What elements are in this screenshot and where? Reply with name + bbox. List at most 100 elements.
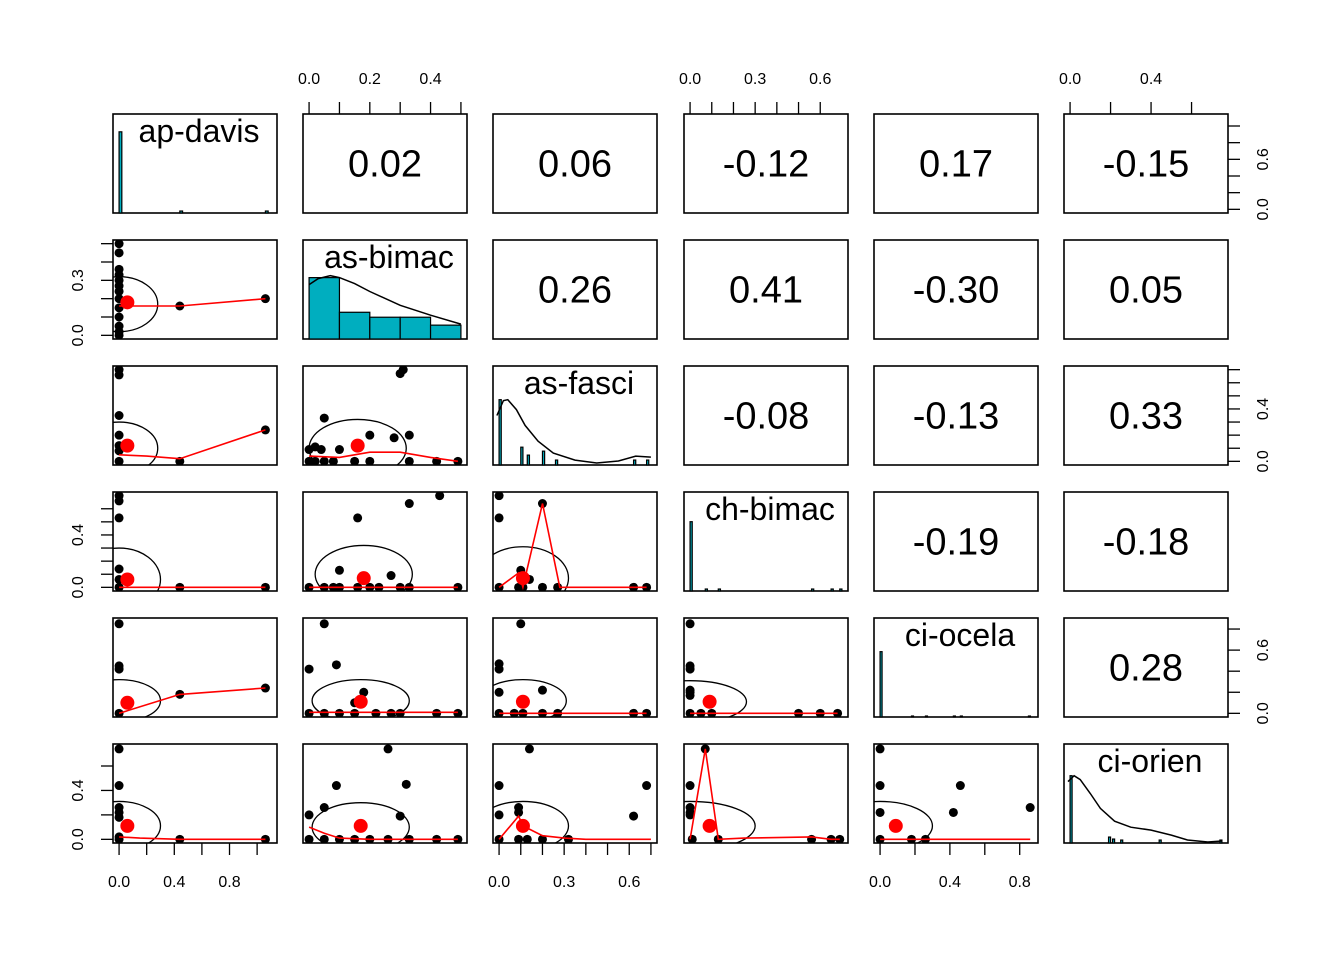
tick-label: 0.0 xyxy=(298,71,320,88)
correlation-ellipse xyxy=(113,800,162,843)
scatter-panel-ci-ocela-vs-ci-orien xyxy=(874,744,1035,843)
loess-smooth-line xyxy=(498,503,647,591)
histogram-bar xyxy=(308,277,341,340)
data-point xyxy=(114,513,124,523)
data-point xyxy=(114,286,124,296)
data-point xyxy=(685,619,695,629)
variable-label: ap-davis xyxy=(139,113,260,149)
loess-smooth-line xyxy=(119,297,266,307)
scatter-panel-ap-davis-vs-as-bimac xyxy=(113,240,270,339)
data-point xyxy=(260,425,270,435)
correlation-label: -0.19 xyxy=(913,522,1000,564)
tick-label: 0.0 xyxy=(1255,198,1272,220)
data-point xyxy=(331,781,341,791)
data-point xyxy=(114,834,124,843)
data-point xyxy=(114,744,124,754)
tick-label: 0.0 xyxy=(1255,702,1272,724)
data-point xyxy=(383,744,393,754)
correlation-ellipse xyxy=(113,421,159,465)
data-point xyxy=(304,810,314,820)
histogram-bar xyxy=(689,521,693,592)
tick-label: 0.4 xyxy=(1255,398,1272,420)
data-point xyxy=(114,240,124,249)
right-axis-row-4: 0.0 0.6 xyxy=(1228,628,1272,724)
loess-smooth-line xyxy=(309,451,459,463)
panel-frame-r0-c5 xyxy=(1063,113,1229,214)
data-point xyxy=(114,781,124,791)
mean-point xyxy=(888,818,903,833)
data-point xyxy=(114,456,124,465)
data-point xyxy=(395,708,405,717)
histogram-bar xyxy=(338,311,371,340)
data-point xyxy=(350,708,360,717)
histogram-bar xyxy=(399,316,432,340)
panel-frame-r4-c4 xyxy=(873,617,1039,718)
data-point xyxy=(114,582,124,591)
tick-label: 0.0 xyxy=(70,828,87,850)
panel-frame-r2-c3 xyxy=(683,365,849,466)
data-point xyxy=(514,803,524,813)
data-point xyxy=(432,708,442,717)
density-curve xyxy=(308,274,462,325)
data-point xyxy=(353,513,363,523)
right-axis-row-2: 0.0 0.4 xyxy=(1228,369,1272,472)
data-point xyxy=(334,565,344,575)
variable-label: as-fasci xyxy=(524,365,634,401)
panel-frame-r3-c0 xyxy=(112,491,278,592)
variable-label: ch-bimac xyxy=(705,491,835,527)
correlation-ellipse xyxy=(314,544,413,591)
data-point xyxy=(316,445,326,455)
panel-frame-r0-c0 xyxy=(112,113,278,214)
left-axis-row-3: 0.0 0.4 xyxy=(70,508,113,598)
data-point xyxy=(304,664,314,674)
data-point xyxy=(494,513,504,523)
tick-label: 0.4 xyxy=(419,71,441,88)
data-point xyxy=(687,834,697,843)
histogram-bar xyxy=(264,210,269,214)
panel-frame-r1-c3 xyxy=(683,239,849,340)
panel-frame-r5-c4 xyxy=(873,743,1039,844)
left-axis-row-1: 0.0 0.3 xyxy=(70,243,113,346)
variable-label: ci-ocela xyxy=(905,617,1015,653)
panel-frame-r3-c4 xyxy=(873,491,1039,592)
data-point xyxy=(642,781,652,791)
panel-frame-r0-c1 xyxy=(302,113,468,214)
diagonal-panel-ci-orien: ci-orien xyxy=(1067,743,1223,844)
bottom-axis-col-4: 0.0 0.4 0.8 xyxy=(869,843,1031,891)
data-point xyxy=(386,708,396,717)
panel-frame-r2-c5 xyxy=(1063,365,1229,466)
data-point xyxy=(955,781,965,791)
data-point xyxy=(514,834,524,843)
data-point xyxy=(494,659,504,669)
mean-point xyxy=(350,438,365,453)
diagonal-panel-ch-bimac: ch-bimac xyxy=(689,491,843,592)
histogram-bar xyxy=(520,446,524,466)
data-point xyxy=(114,619,124,629)
data-point xyxy=(304,582,314,591)
histogram-bar xyxy=(1120,839,1124,844)
mean-point xyxy=(120,818,135,833)
diagonal-panel-as-fasci: as-fasci xyxy=(496,365,651,466)
panel-frame-r4-c1 xyxy=(302,617,468,718)
density-curve xyxy=(1067,774,1222,843)
data-point xyxy=(1025,803,1035,813)
histogram-bar xyxy=(554,459,559,466)
histogram-bar xyxy=(1027,715,1032,718)
scatter-panel-as-bimac-vs-ch-bimac xyxy=(304,492,463,591)
diagonal-panel-ci-ocela: ci-ocela xyxy=(879,617,1032,718)
data-point xyxy=(319,456,329,465)
tick-label: 0.3 xyxy=(70,269,87,291)
loess-smooth-line xyxy=(119,836,266,841)
panel-frame-r5-c1 xyxy=(302,743,468,844)
panel-frame-r2-c2 xyxy=(492,365,658,466)
data-point xyxy=(328,456,338,465)
top-axis-col-1: 0.0 0.2 0.4 xyxy=(298,71,462,114)
tick-label: 0.3 xyxy=(553,874,575,891)
data-point xyxy=(435,492,445,501)
data-point xyxy=(875,834,885,843)
left-axis-row-5: 0.0 0.4 xyxy=(70,765,113,850)
correlation-label: -0.12 xyxy=(723,144,810,186)
data-point xyxy=(522,834,532,843)
correlation-ellipse xyxy=(493,678,567,717)
tick-label: 0.0 xyxy=(1255,450,1272,472)
